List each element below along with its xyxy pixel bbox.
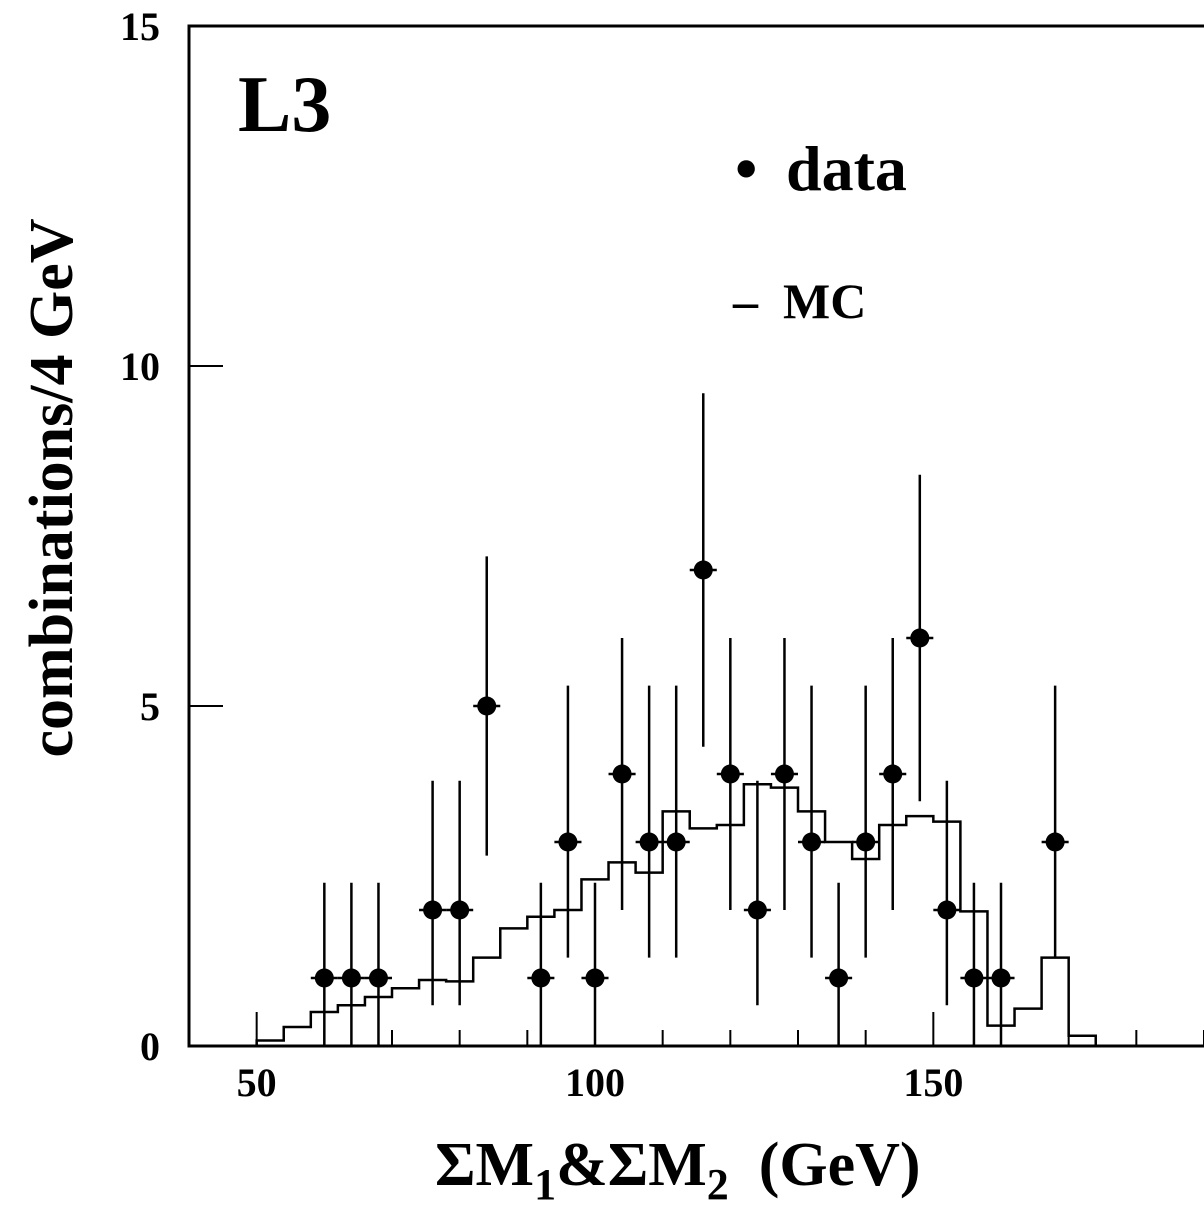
legend-mc-marker: – [732, 273, 759, 329]
data-point [743, 780, 771, 1006]
data-marker [612, 764, 632, 784]
x-axis-title-unit: (GeV) [759, 1131, 921, 1199]
data-marker [666, 832, 686, 852]
axis-ticks: 50 100 150 0 5 10 15 [120, 4, 1204, 1105]
data-points [310, 393, 1069, 1046]
plot-frame [187, 24, 1204, 1048]
data-point [933, 780, 961, 1006]
data-marker [531, 968, 551, 988]
data-marker [558, 832, 578, 852]
y-axis-title: combinations/4 GeV [18, 218, 86, 757]
data-marker [585, 968, 605, 988]
data-point [906, 474, 934, 802]
legend-data-marker: • [735, 133, 757, 204]
data-marker [450, 900, 470, 920]
data-marker [910, 628, 930, 648]
data-marker [720, 764, 740, 784]
data-point [987, 882, 1015, 1046]
data-marker [991, 968, 1011, 988]
y-tick-label: 5 [140, 684, 160, 729]
x-axis-title-sub2: 2 [707, 1160, 729, 1209]
data-marker [341, 968, 361, 988]
data-point [716, 638, 744, 910]
x-axis-title-amp: &ΣM [556, 1131, 707, 1199]
data-point [446, 780, 474, 1006]
data-marker [964, 968, 984, 988]
data-point [364, 882, 392, 1046]
x-axis-title-sub1: 1 [534, 1160, 556, 1209]
data-point [798, 685, 826, 958]
legend-mc-label: MC [783, 273, 866, 329]
data-point [310, 882, 338, 1046]
data-marker [477, 696, 497, 716]
data-marker [829, 968, 849, 988]
y-tick-label: 0 [140, 1024, 160, 1069]
data-point [608, 638, 636, 910]
legend: • data – MC [732, 133, 907, 329]
data-marker [368, 968, 388, 988]
data-marker [423, 900, 443, 920]
data-point [689, 393, 717, 747]
data-point [337, 882, 365, 1046]
data-marker [774, 764, 794, 784]
x-tick-label: 50 [237, 1060, 277, 1105]
data-point [1041, 685, 1069, 958]
y-tick-label: 15 [120, 4, 160, 49]
data-point [635, 685, 663, 958]
data-point [662, 685, 690, 958]
data-marker [693, 560, 713, 580]
data-marker [802, 832, 822, 852]
data-marker [937, 900, 957, 920]
data-marker [747, 900, 767, 920]
x-tick-label: 150 [903, 1060, 963, 1105]
data-point [770, 638, 798, 910]
data-marker [639, 832, 659, 852]
axes-frame [187, 24, 1204, 1048]
data-marker [856, 832, 876, 852]
data-point [825, 882, 853, 1046]
experiment-label: L3 [238, 61, 331, 149]
x-tick-label: 100 [565, 1060, 625, 1105]
data-point [554, 685, 582, 958]
x-axis-title-sigma1: ΣM [435, 1131, 534, 1199]
y-tick-label: 10 [120, 344, 160, 389]
data-point [852, 685, 880, 958]
data-point [419, 780, 447, 1006]
data-point [960, 882, 988, 1046]
x-axis-title: ΣM1&ΣM2 (GeV) [435, 1131, 921, 1209]
data-point [527, 882, 555, 1046]
data-point [879, 638, 907, 910]
data-marker [1045, 832, 1065, 852]
data-point [473, 556, 501, 856]
data-marker [314, 968, 334, 988]
data-marker [883, 764, 903, 784]
legend-data-label: data [786, 133, 907, 204]
